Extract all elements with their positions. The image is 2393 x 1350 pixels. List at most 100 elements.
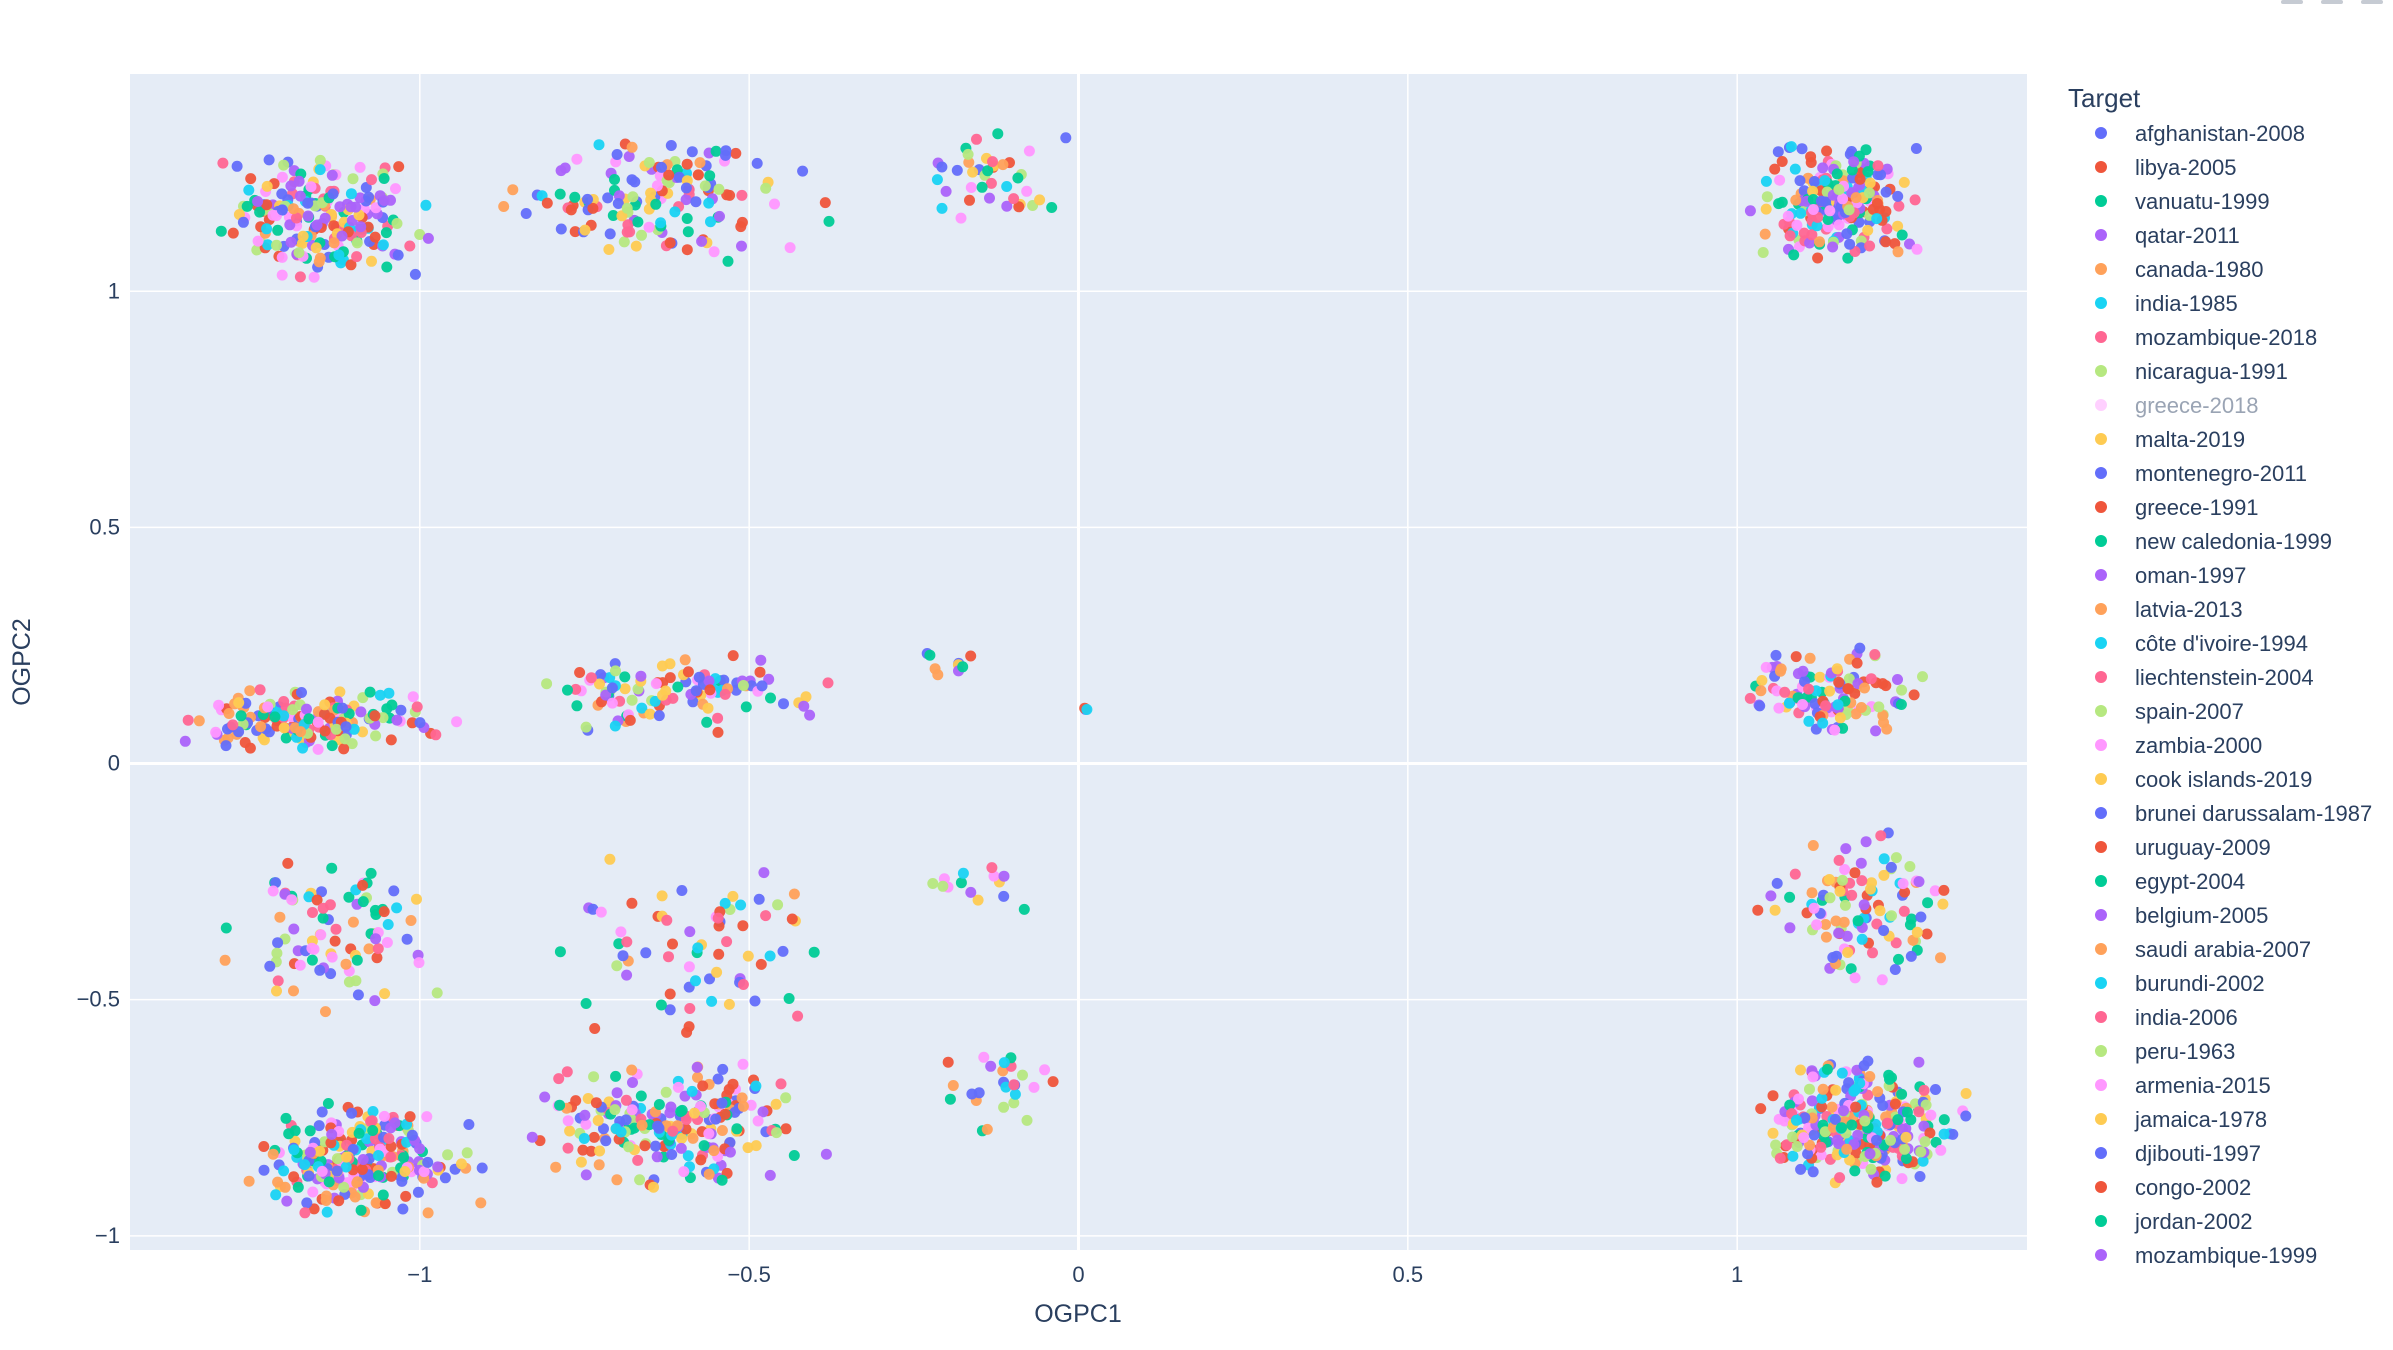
data-points[interactable] [179, 128, 1972, 1219]
data-point[interactable] [541, 197, 553, 209]
data-point[interactable] [626, 897, 638, 909]
data-point[interactable] [760, 182, 772, 194]
data-point[interactable] [378, 1110, 390, 1122]
data-point[interactable] [580, 1118, 592, 1130]
data-point[interactable] [1755, 1103, 1767, 1115]
data-point[interactable] [315, 929, 327, 941]
data-point[interactable] [220, 740, 232, 752]
data-point[interactable] [351, 1176, 363, 1188]
data-point[interactable] [280, 732, 292, 744]
data-point[interactable] [388, 885, 400, 897]
data-point[interactable] [721, 189, 733, 201]
data-point[interactable] [299, 1207, 311, 1219]
data-point[interactable] [1896, 1173, 1908, 1185]
data-point[interactable] [589, 1023, 601, 1034]
data-point[interactable] [1849, 867, 1861, 879]
data-point[interactable] [1830, 1084, 1842, 1096]
data-point[interactable] [703, 1168, 715, 1180]
data-point[interactable] [1849, 972, 1861, 984]
legend-item[interactable]: india-2006 [2095, 1005, 2238, 1030]
data-point[interactable] [422, 232, 434, 244]
data-point[interactable] [580, 721, 592, 733]
data-point[interactable] [303, 1170, 315, 1182]
data-point[interactable] [526, 1131, 538, 1143]
data-point[interactable] [698, 1140, 710, 1152]
data-point[interactable] [1009, 1088, 1021, 1100]
data-point[interactable] [217, 157, 229, 169]
data-point[interactable] [1832, 699, 1844, 711]
data-point[interactable] [1843, 204, 1855, 216]
data-point[interactable] [1885, 1134, 1896, 1146]
data-point[interactable] [366, 255, 377, 267]
data-point[interactable] [355, 1204, 367, 1216]
data-point[interactable] [280, 1112, 292, 1124]
data-point[interactable] [727, 1078, 739, 1090]
data-point[interactable] [623, 1141, 635, 1153]
data-point[interactable] [1836, 1067, 1848, 1079]
data-point[interactable] [627, 1077, 638, 1088]
data-point[interactable] [775, 1078, 787, 1090]
data-point[interactable] [1787, 1150, 1799, 1162]
data-point[interactable] [1815, 195, 1827, 207]
data-point[interactable] [337, 702, 348, 714]
modebar-pan-icon[interactable] [2361, 0, 2383, 4]
data-point[interactable] [294, 959, 306, 971]
data-point[interactable] [650, 198, 662, 210]
data-point[interactable] [241, 200, 253, 212]
data-point[interactable] [339, 733, 351, 745]
data-point[interactable] [582, 193, 593, 205]
data-point[interactable] [357, 726, 368, 738]
data-point[interactable] [385, 734, 397, 746]
data-point[interactable] [1898, 176, 1910, 188]
data-point[interactable] [632, 216, 644, 228]
data-point[interactable] [727, 650, 739, 662]
data-point[interactable] [331, 1153, 343, 1165]
legend-item[interactable]: liechtenstein-2004 [2095, 665, 2314, 690]
data-point[interactable] [749, 995, 761, 1007]
data-point[interactable] [1846, 164, 1858, 176]
data-point[interactable] [369, 710, 381, 722]
data-point[interactable] [370, 1197, 382, 1209]
data-point[interactable] [664, 672, 676, 684]
data-point[interactable] [653, 1099, 665, 1110]
data-point[interactable] [338, 743, 350, 755]
data-point[interactable] [382, 919, 394, 930]
data-point[interactable] [931, 174, 943, 186]
data-point[interactable] [1895, 699, 1907, 710]
data-point[interactable] [1882, 1117, 1894, 1129]
data-point[interactable] [414, 717, 426, 729]
data-point[interactable] [724, 1146, 736, 1158]
data-point[interactable] [294, 271, 306, 283]
data-point[interactable] [998, 1101, 1010, 1113]
data-point[interactable] [618, 236, 630, 248]
data-point[interactable] [571, 153, 583, 165]
data-point[interactable] [255, 721, 267, 733]
data-point[interactable] [539, 1091, 551, 1103]
data-point[interactable] [1824, 892, 1836, 904]
data-point[interactable] [1924, 1127, 1936, 1139]
data-point[interactable] [680, 1114, 692, 1125]
data-point[interactable] [687, 1132, 699, 1144]
legend-item[interactable]: canada-1980 [2095, 257, 2263, 282]
data-point[interactable] [1784, 891, 1796, 903]
data-point[interactable] [1873, 701, 1885, 713]
data-point[interactable] [314, 164, 326, 176]
data-point[interactable] [1858, 899, 1870, 911]
data-point[interactable] [1855, 702, 1867, 713]
data-point[interactable] [1914, 1171, 1926, 1182]
data-point[interactable] [390, 183, 401, 195]
legend-item[interactable]: congo-2002 [2095, 1175, 2251, 1200]
data-point[interactable] [780, 1123, 792, 1135]
data-point[interactable] [322, 1098, 334, 1109]
data-point[interactable] [307, 907, 318, 918]
data-point[interactable] [306, 942, 318, 954]
data-point[interactable] [1831, 1134, 1843, 1146]
data-point[interactable] [600, 689, 612, 701]
data-point[interactable] [1877, 1100, 1889, 1111]
data-point[interactable] [301, 1197, 313, 1209]
data-point[interactable] [1908, 689, 1920, 701]
data-point[interactable] [274, 911, 286, 923]
data-point[interactable] [937, 880, 949, 892]
data-point[interactable] [606, 697, 618, 709]
data-point[interactable] [1811, 220, 1823, 232]
